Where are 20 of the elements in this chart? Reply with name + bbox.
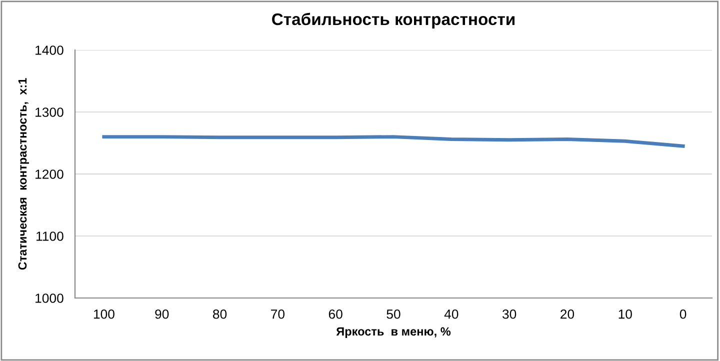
x-axis-title: Яркость в меню, % [336,327,451,338]
chart-title: Стабильность контрастности [272,12,514,28]
x-tick-label: 80 [213,309,227,319]
x-tick-label: 40 [444,309,458,319]
y-tick-label: 1200 [36,170,64,179]
x-tick-label: 70 [271,309,285,319]
y-axis-title: Статическая контрастность, х:1 [18,78,29,270]
x-tick-label: 0 [680,309,686,319]
x-tick-label: 30 [502,309,516,319]
x-tick-label: 20 [560,309,574,319]
y-tick-label: 1300 [36,108,64,117]
y-tick-label: 1400 [36,46,64,55]
line-series [102,135,685,148]
y-tick-label: 1100 [36,232,64,241]
x-tick-label: 10 [618,309,632,319]
x-tick-label: 50 [386,309,400,319]
y-tick-label: 1000 [36,294,64,303]
x-tick-label: 90 [155,309,169,319]
x-tick-label: 60 [328,309,342,319]
x-tick-label: 100 [94,309,114,319]
